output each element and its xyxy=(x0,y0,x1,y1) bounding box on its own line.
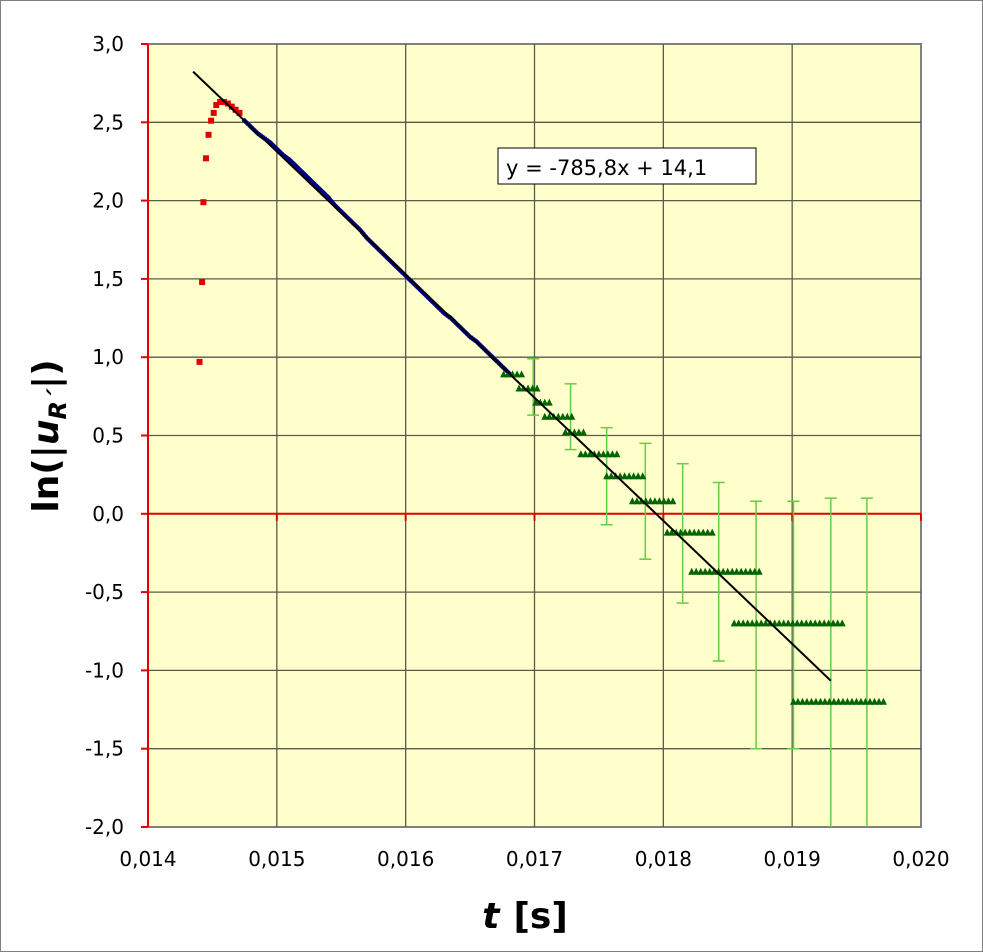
x-tick-label: 0,019 xyxy=(764,847,821,871)
y-tick-label: 1,0 xyxy=(92,345,124,369)
gridlines xyxy=(148,44,921,827)
y-tick-label: -1,5 xyxy=(85,737,124,761)
y-axis-title-sub: R´ xyxy=(44,388,72,419)
y-tick-label: 1,5 xyxy=(92,267,124,291)
trendline-equation-box: y = -785,8x + 14,1 xyxy=(497,147,757,185)
y-tick-label: -2,0 xyxy=(85,815,124,839)
y-tick-label: 2,5 xyxy=(92,110,124,134)
y-tick-label: -0,5 xyxy=(85,580,124,604)
x-tick-label: 0,015 xyxy=(248,847,305,871)
svg-text:ln(|uR´|): ln(|uR´|) xyxy=(26,359,72,512)
y-axis-title-suffix: |) xyxy=(26,359,67,389)
y-tick-labels: 3,0 2,5 2,0 1,5 1,0 0,5 0,0 -0,5 -1,0 -1,5 -2,0 xyxy=(85,32,124,839)
x-tick-label: 0,018 xyxy=(635,847,692,871)
x-axis-title: t [s] xyxy=(482,896,568,937)
y-axis-title-var: u xyxy=(26,419,67,445)
x-tick-label: 0,017 xyxy=(506,847,563,871)
x-tick-label: 0,020 xyxy=(892,847,949,871)
x-axis-title-var: t xyxy=(482,896,501,937)
x-axis-title-unit: [s] xyxy=(513,896,567,937)
y-axis-title: ln(|uR´|) xyxy=(26,359,72,512)
y-tick-label: 0,5 xyxy=(92,424,124,448)
x-tick-labels: 0,014 0,015 0,016 0,017 0,018 0,019 0,020 xyxy=(119,847,949,871)
svg-text:t[s]: t [s] xyxy=(482,896,568,937)
y-tick-label: 2,0 xyxy=(92,189,124,213)
x-tick-label: 0,016 xyxy=(377,847,434,871)
y-tick-label: -1,0 xyxy=(85,658,124,682)
y-axis-title-prefix: ln(| xyxy=(26,445,67,513)
trendline xyxy=(192,70,832,682)
x-tick-label: 0,014 xyxy=(119,847,176,871)
y-tick-label: 3,0 xyxy=(92,32,124,56)
y-tick-label: 0,0 xyxy=(92,502,124,526)
y-axis xyxy=(141,43,149,828)
trendline-equation: y = -785,8x + 14,1 xyxy=(506,156,707,180)
